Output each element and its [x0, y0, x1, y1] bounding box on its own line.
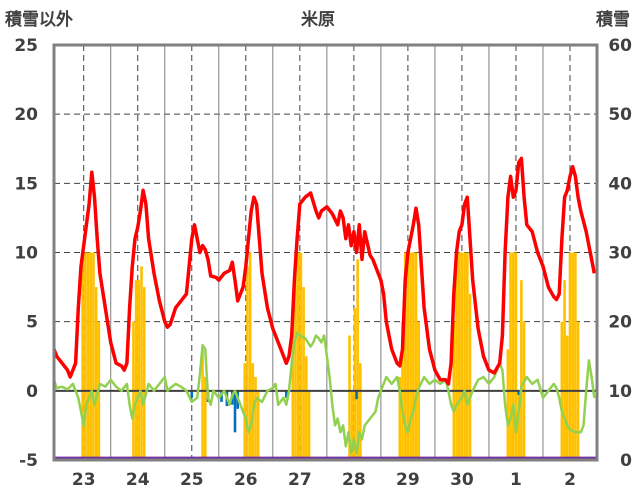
- snow-bar: [256, 390, 260, 460]
- blue-bar: [285, 390, 288, 398]
- snow-bar: [463, 252, 466, 460]
- snow-bar: [414, 252, 418, 460]
- blue-bar: [233, 390, 237, 433]
- green-series-line: [52, 331, 596, 455]
- left-tick-label: -5: [19, 451, 38, 471]
- snow-bar: [412, 252, 415, 460]
- snow-bar: [140, 266, 143, 460]
- snow-bar: [506, 349, 510, 460]
- left-axis-ticks: 25 20 15 10 5 0 -5: [14, 36, 38, 471]
- snow-bar: [142, 287, 146, 460]
- chart-title: 米原: [301, 9, 335, 30]
- snow-bar: [563, 280, 566, 460]
- snow-bar: [254, 377, 257, 460]
- blue-bar: [517, 390, 520, 395]
- blue-bar: [355, 390, 358, 400]
- right-axis-ticks: 60 50 40 30 20 10 0: [608, 36, 632, 471]
- x-tick-label: 25: [180, 470, 204, 490]
- left-axis-label: 積雪以外: [5, 9, 73, 30]
- snow-bar: [248, 252, 252, 460]
- snow-bar: [359, 363, 362, 460]
- x-tick-label: 24: [126, 470, 150, 490]
- blue-bar: [220, 390, 223, 402]
- left-tick-label: 0: [26, 382, 38, 402]
- right-axis-label: 積雪: [596, 9, 630, 30]
- snow-bar: [403, 252, 407, 460]
- right-tick-label: 50: [608, 105, 632, 125]
- snow-depth-bars: [81, 252, 580, 460]
- snow-bar: [94, 287, 98, 460]
- snow-bar: [137, 280, 141, 460]
- snow-bar: [305, 356, 308, 460]
- snow-bar: [468, 294, 472, 460]
- snow-bar: [520, 280, 523, 460]
- snow-bar: [84, 252, 87, 460]
- blue-bar: [190, 390, 194, 398]
- snow-bar: [243, 363, 247, 460]
- snow-bar: [348, 335, 351, 460]
- snow-bar: [565, 335, 569, 460]
- snow-bar: [302, 287, 305, 460]
- snow-bar: [246, 266, 249, 460]
- x-axis-ticks: 23 24 25 26 27 28 29 30 1 2: [72, 470, 576, 490]
- snow-bar: [568, 252, 572, 460]
- left-tick-label: 15: [14, 174, 38, 194]
- snow-bar: [457, 252, 461, 460]
- snow-bar: [81, 252, 84, 460]
- snow-bar: [409, 252, 412, 460]
- snow-bar: [201, 349, 204, 460]
- snow-bar: [296, 252, 300, 460]
- red-series-line: [52, 156, 597, 386]
- snow-bar: [398, 377, 402, 460]
- left-tick-label: 5: [26, 313, 38, 333]
- snow-bar: [89, 252, 93, 460]
- snow-bar: [571, 252, 574, 460]
- x-tick-label: 27: [288, 470, 312, 490]
- snow-bar: [509, 252, 512, 460]
- x-tick-label: 2: [564, 470, 576, 490]
- left-tick-label: 25: [14, 36, 38, 56]
- snow-bar: [203, 377, 207, 460]
- snow-bar: [353, 307, 357, 460]
- snow-bar: [460, 252, 464, 460]
- snow-bar: [294, 266, 297, 460]
- snow-bar: [466, 252, 469, 460]
- right-tick-label: 10: [608, 382, 632, 402]
- left-tick-label: 10: [14, 244, 38, 264]
- right-tick-label: 30: [608, 244, 632, 264]
- snow-bar: [356, 259, 359, 460]
- right-tick-label: 40: [608, 174, 632, 194]
- right-tick-label: 20: [608, 313, 632, 333]
- right-tick-label: 60: [608, 36, 632, 56]
- snow-bar: [406, 252, 410, 460]
- x-tick-label: 29: [396, 470, 420, 490]
- right-tick-label: 0: [620, 451, 632, 471]
- snow-bar: [511, 252, 515, 460]
- snow-bar: [514, 252, 518, 460]
- x-tick-label: 28: [342, 470, 366, 490]
- snow-bar: [86, 252, 90, 460]
- left-tick-label: 20: [14, 105, 38, 125]
- x-tick-label: 26: [234, 470, 258, 490]
- plot-frame: [52, 43, 599, 462]
- x-tick-label: 30: [450, 470, 474, 490]
- snow-bar: [517, 390, 520, 460]
- snow-bar: [574, 252, 577, 460]
- x-tick-label: 23: [72, 470, 96, 490]
- x-tick-label: 1: [510, 470, 522, 490]
- snow-bar: [134, 280, 138, 460]
- snow-bar: [92, 252, 95, 460]
- snow-bar: [455, 252, 458, 460]
- snow-bar: [350, 390, 354, 460]
- snow-bar: [299, 252, 303, 460]
- snow-bar: [307, 390, 311, 460]
